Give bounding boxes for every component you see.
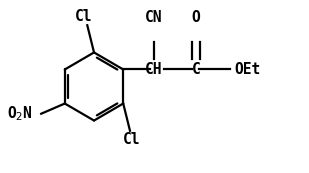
Text: Cl: Cl xyxy=(123,133,140,147)
Text: Cl: Cl xyxy=(75,8,93,24)
Text: CN: CN xyxy=(145,10,162,25)
Text: C: C xyxy=(191,62,200,77)
Text: CH: CH xyxy=(145,62,162,77)
Text: O: O xyxy=(191,10,200,25)
Text: OEt: OEt xyxy=(235,62,261,77)
Text: O$_2$N: O$_2$N xyxy=(7,104,33,123)
